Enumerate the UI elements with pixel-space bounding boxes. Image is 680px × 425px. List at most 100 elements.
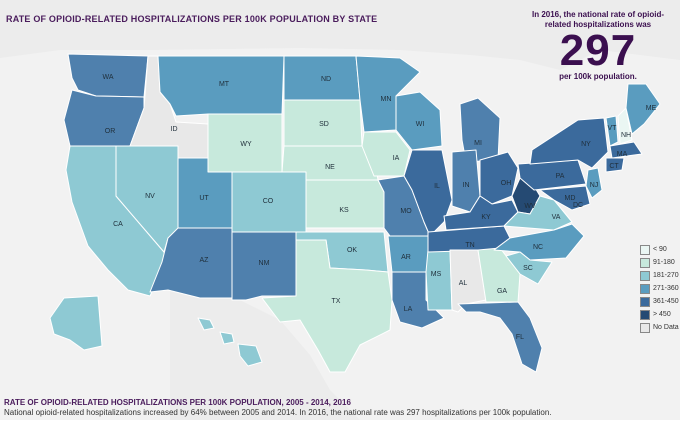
label-AZ: AZ (200, 257, 210, 264)
label-PA: PA (556, 173, 565, 180)
label-IL: IL (434, 183, 440, 190)
state-KS[interactable] (305, 179, 385, 229)
label-NY: NY (581, 141, 591, 148)
state-CT[interactable] (605, 157, 625, 173)
mexico-region (170, 290, 360, 420)
legend-item: 271-360 (640, 282, 679, 295)
state-NH[interactable] (617, 107, 633, 145)
state-KY[interactable] (443, 195, 519, 231)
label-TN: TN (465, 242, 474, 249)
label-WY: WY (240, 141, 252, 148)
label-AR: AR (401, 254, 411, 261)
state-NJ[interactable] (585, 167, 603, 199)
label-KS: KS (339, 207, 349, 214)
label-WA: WA (102, 74, 113, 81)
label-MO: MO (400, 208, 412, 215)
state-AK[interactable] (49, 295, 103, 351)
canada-region (0, 0, 680, 70)
state-PA[interactable] (517, 159, 587, 191)
label-GA: GA (497, 288, 507, 295)
legend-item: 181-270 (640, 269, 679, 282)
legend-item: < 90 (640, 243, 679, 256)
legend-swatch (640, 309, 650, 320)
state-ME[interactable] (625, 83, 661, 135)
state-HI-1[interactable] (197, 317, 215, 331)
section-description: National opioid-related hospitalizations… (4, 408, 552, 417)
state-NY[interactable] (529, 117, 609, 169)
legend-swatch (640, 283, 650, 294)
state-MS[interactable] (425, 249, 453, 311)
label-CT: CT (609, 163, 619, 170)
label-DC: DC (573, 202, 583, 209)
label-SC: SC (523, 265, 533, 272)
label-UT: UT (199, 195, 209, 202)
label-NJ: NJ (590, 182, 599, 189)
label-NH: NH (621, 132, 631, 139)
callout-value: 297 (559, 26, 637, 75)
label-FL: FL (516, 334, 524, 341)
map-title: RATE OF OPIOID-RELATED HOSPITALIZATIONS … (6, 14, 378, 24)
state-WI[interactable] (395, 91, 443, 151)
state-VT[interactable] (605, 115, 619, 147)
state-HI-3[interactable] (237, 343, 263, 367)
section-title: RATE OF OPIOID-RELATED HOSPITALIZATIONS … (4, 398, 351, 407)
legend-swatch (640, 296, 650, 307)
legend-label: 361-450 (653, 298, 679, 305)
state-labels: WA OR ID MT WY CA NV UT AZ CO NM ND SD N… (102, 74, 656, 341)
label-OR: OR (105, 128, 116, 135)
label-CA: CA (113, 221, 123, 228)
label-MD: MD (565, 195, 576, 202)
legend-label: 91-180 (653, 259, 675, 266)
legend-item: 361-450 (640, 295, 679, 308)
label-MN: MN (381, 96, 392, 103)
label-MS: MS (431, 271, 442, 278)
label-NE: NE (325, 164, 335, 171)
label-ME: ME (646, 105, 657, 112)
label-LA: LA (404, 306, 413, 313)
label-SD: SD (319, 121, 329, 128)
legend-swatch (640, 270, 650, 281)
legend-label: > 450 (653, 311, 671, 318)
label-OK: OK (347, 247, 357, 254)
legend-swatch (640, 257, 650, 268)
legend-item: > 450 (640, 308, 679, 321)
legend-label: No Data (653, 324, 679, 331)
state-OR[interactable] (63, 89, 145, 147)
callout-pre-text: In 2016, the national rate of opioid-rel… (531, 10, 664, 29)
label-OH: OH (501, 180, 512, 187)
label-VT: VT (608, 125, 618, 132)
label-TX: TX (332, 298, 341, 305)
label-VA: VA (552, 214, 561, 221)
label-AL: AL (459, 280, 468, 287)
callout-post-text: per 100k population. (559, 72, 637, 81)
label-CO: CO (263, 198, 274, 205)
legend-label: 271-360 (653, 285, 679, 292)
state-HI-2[interactable] (219, 331, 235, 345)
label-NM: NM (259, 260, 270, 267)
label-KY: KY (481, 214, 491, 221)
national-rate-callout: In 2016, the national rate of opioid-rel… (528, 10, 668, 82)
state-SC[interactable] (505, 251, 553, 285)
legend-item: No Data (640, 321, 679, 334)
label-IN: IN (463, 182, 470, 189)
label-MT: MT (219, 81, 230, 88)
label-IA: IA (393, 155, 400, 162)
label-MI: MI (474, 140, 482, 147)
state-IA[interactable] (361, 131, 411, 177)
legend-swatch (640, 322, 650, 333)
state-MA[interactable] (609, 141, 643, 159)
label-ID: ID (171, 126, 178, 133)
legend: < 90 91-180 181-270 271-360 361-450 > 45… (640, 243, 679, 334)
label-NC: NC (533, 244, 543, 251)
legend-label: < 90 (653, 246, 667, 253)
state-FL[interactable] (457, 301, 543, 373)
legend-swatch (640, 244, 650, 255)
label-ND: ND (321, 76, 331, 83)
state-TX[interactable] (261, 239, 393, 373)
legend-label: 181-270 (653, 272, 679, 279)
label-MA: MA (617, 151, 628, 158)
state-MD[interactable] (539, 185, 591, 211)
label-WI: WI (416, 121, 425, 128)
